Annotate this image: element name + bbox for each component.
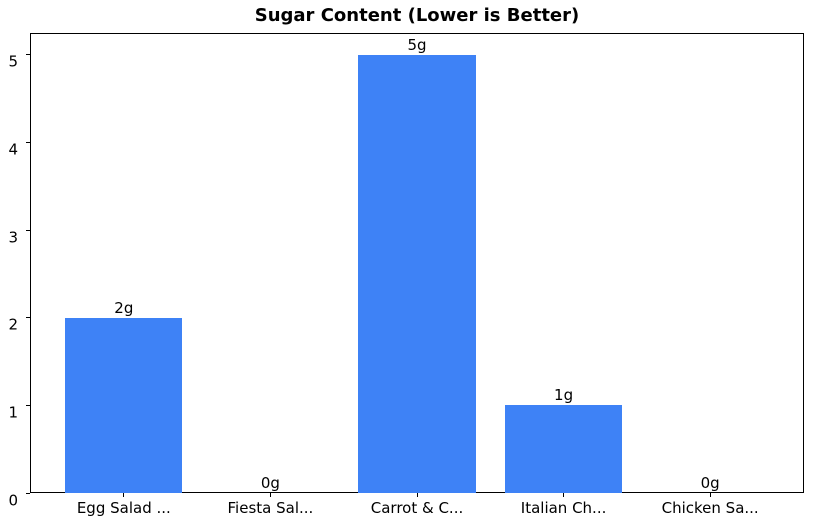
x-axis-tick-label: Italian Ch...	[520, 499, 607, 517]
y-axis-tick	[26, 229, 30, 231]
x-axis-tick	[563, 493, 565, 497]
bar-value-label: 0g	[260, 474, 280, 492]
x-axis-tick-label: Carrot & C...	[370, 499, 464, 517]
plot-area: 0 1 2 3 4 5 2g Egg Salad ... 0g Fiesta Sal... 5g Ca…	[8, 33, 804, 516]
y-axis-tick-label: 5	[8, 52, 18, 71]
y-axis-tick	[26, 142, 30, 144]
y-axis-tick	[26, 492, 30, 494]
x-axis-tick	[709, 493, 711, 497]
x-axis-tick	[123, 493, 125, 497]
bar-value-label: 5g	[407, 35, 427, 54]
bar	[358, 54, 476, 493]
bar-value-label: 0g	[700, 474, 720, 492]
y-axis-tick	[26, 404, 30, 406]
y-axis-tick-label: 1	[8, 403, 18, 422]
y-axis-tick-label: 3	[8, 228, 18, 247]
bar	[65, 317, 183, 493]
x-axis-tick-label: Fiesta Sal...	[227, 499, 314, 517]
x-axis-tick-label: Chicken Sa...	[661, 499, 759, 517]
y-axis-tick-label: 2	[8, 315, 18, 334]
x-axis-tick	[269, 493, 271, 497]
x-axis-tick-label: Egg Salad ...	[76, 499, 171, 517]
chart-title: Sugar Content (Lower is Better)	[254, 5, 580, 26]
y-axis-tick	[26, 54, 30, 56]
x-axis-tick	[416, 493, 418, 497]
bar-value-label: 2g	[114, 298, 134, 317]
y-axis-tick	[26, 317, 30, 319]
y-axis-tick-label: 0	[8, 491, 18, 509]
bar-value-label: 1g	[554, 386, 574, 405]
y-axis-tick-label: 4	[8, 140, 18, 159]
bar	[504, 405, 623, 493]
